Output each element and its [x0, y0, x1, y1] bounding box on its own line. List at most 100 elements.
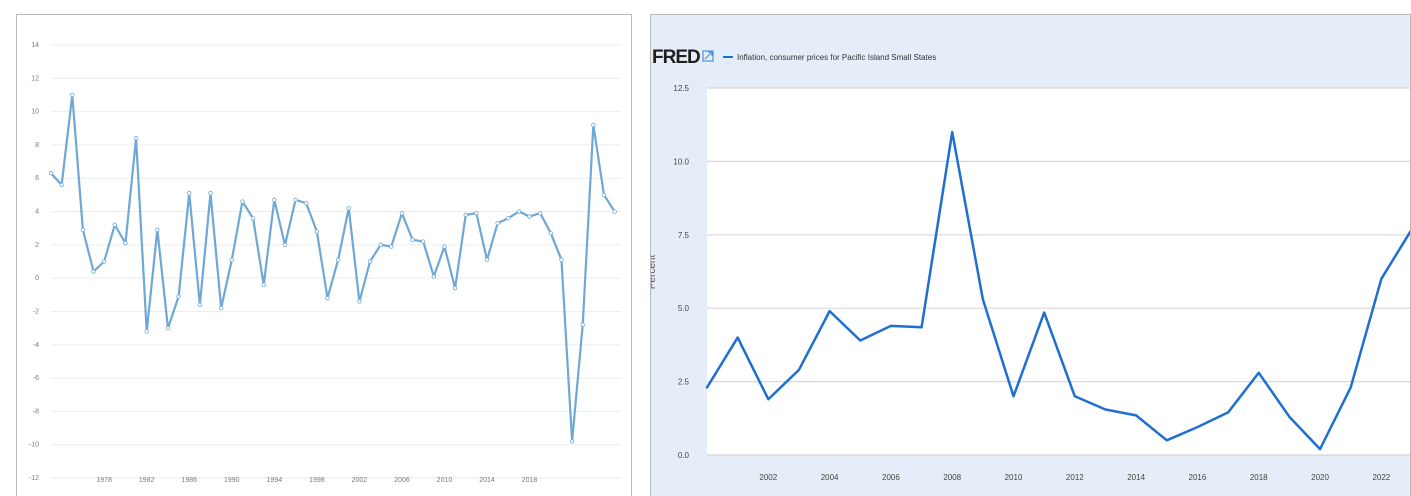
- data-point: [48, 171, 54, 176]
- series-line: [705, 130, 1410, 451]
- y-tick-label: -2: [33, 308, 39, 315]
- data-point: [452, 285, 458, 291]
- x-tick-label: 2018: [1250, 473, 1268, 482]
- data-point: [59, 182, 64, 188]
- x-tick-label: 2004: [821, 473, 839, 482]
- series-line: [49, 93, 616, 443]
- y-tick-label: -8: [33, 408, 39, 415]
- x-tick-label: 2010: [437, 477, 453, 484]
- y-tick-label: -4: [33, 342, 39, 349]
- y-tick-label: 2: [35, 242, 39, 249]
- x-tick-label: 1998: [309, 477, 325, 484]
- legend-label: Inflation, consumer prices for Pacific I…: [737, 53, 936, 62]
- x-tick-label: 1986: [181, 477, 197, 484]
- data-point: [484, 257, 490, 263]
- y-tick-label: -12: [29, 475, 39, 482]
- data-point: [357, 299, 362, 304]
- data-point: [229, 257, 234, 263]
- data-point: [240, 199, 245, 204]
- data-point: [176, 294, 181, 299]
- y-tick-label: 5.0: [678, 304, 690, 313]
- x-tick-label: 1994: [267, 477, 283, 484]
- data-point: [559, 257, 564, 263]
- data-point: [187, 191, 192, 196]
- data-point: [591, 122, 596, 128]
- data-point: [80, 227, 86, 233]
- y-axis-label: Percent: [651, 255, 658, 290]
- data-point: [123, 240, 128, 246]
- chart-link-icon-arrow: [704, 51, 713, 60]
- y-tick-label: 7.5: [678, 231, 690, 240]
- data-point: [495, 220, 500, 226]
- data-point: [197, 302, 203, 307]
- x-tick-label: 2016: [1189, 473, 1207, 482]
- data-point: [463, 212, 468, 218]
- data-point: [70, 92, 75, 98]
- y-tick-label: 6: [35, 175, 39, 182]
- data-point: [421, 239, 426, 244]
- data-point: [580, 322, 585, 327]
- data-point: [527, 214, 532, 219]
- data-point: [112, 222, 118, 228]
- data-point: [293, 197, 298, 203]
- data-point: [261, 282, 266, 288]
- x-tick-label: 2008: [943, 473, 961, 482]
- data-point: [155, 227, 160, 233]
- data-point: [506, 215, 511, 221]
- data-point: [218, 305, 224, 311]
- y-tick-label: 2.5: [678, 378, 690, 387]
- x-tick-label: 1990: [224, 477, 240, 484]
- y-tick-label: -6: [33, 375, 39, 382]
- data-point: [144, 329, 149, 334]
- data-point: [569, 439, 575, 444]
- data-point: [314, 229, 320, 234]
- plot-area: [707, 88, 1410, 455]
- chart-link-icon: [702, 50, 714, 62]
- right-line-chart: 0.0 2.5 5.0 7.5 10.0 12.5 2002 2004 2006 2008 2010…: [651, 47, 1410, 482]
- right-chart-panel: 0.0 2.5 5.0 7.5 10.0 12.5 2002 2004 2006 2008 2010…: [650, 14, 1411, 496]
- data-point: [325, 295, 330, 301]
- data-point: [91, 269, 96, 274]
- y-tick-label: 14: [31, 42, 39, 49]
- data-point: [548, 230, 554, 236]
- x-tick-label: 2018: [522, 477, 538, 484]
- x-tick-label: 1982: [139, 477, 155, 484]
- y-tick-label: 10: [31, 109, 39, 116]
- x-tick-label: 2010: [1005, 473, 1023, 482]
- x-tick-label: 2014: [479, 477, 495, 484]
- data-point: [537, 211, 543, 216]
- x-tick-label: 2002: [352, 477, 368, 484]
- data-point: [442, 244, 447, 249]
- x-tick-label: 2006: [882, 473, 900, 482]
- x-tick-label: 2022: [1372, 473, 1390, 482]
- data-point: [389, 244, 394, 249]
- left-chart-panel: 14 12 10 8 6 4 2 0 -2 -4 -6 -8 -10 -12 1978 1982 1986 199…: [16, 14, 632, 496]
- x-tick-label: 2002: [759, 473, 777, 482]
- y-tick-label: 0: [35, 275, 39, 282]
- data-point: [282, 242, 288, 248]
- left-line-chart: 14 12 10 8 6 4 2 0 -2 -4 -6 -8 -10 -12 1978 1982 1986 199…: [29, 42, 621, 484]
- data-point: [516, 209, 522, 214]
- data-point: [431, 274, 437, 279]
- y-tick-label: 4: [35, 209, 39, 216]
- x-tick-label: 2006: [394, 477, 410, 484]
- y-tick-label: -10: [29, 442, 39, 449]
- fred-logo: FRED: [652, 47, 700, 68]
- data-point: [378, 242, 383, 248]
- y-tick-label: 8: [35, 142, 39, 149]
- data-point: [367, 259, 373, 264]
- data-point: [474, 211, 479, 216]
- x-tick-label: 2012: [1066, 473, 1084, 482]
- y-tick-label: 12: [31, 75, 39, 82]
- data-point: [250, 215, 256, 221]
- x-tick-label: 2014: [1127, 473, 1145, 482]
- data-point: [165, 325, 171, 331]
- data-point: [410, 237, 415, 243]
- data-point: [208, 191, 213, 196]
- x-tick-label: 2020: [1311, 473, 1329, 482]
- y-tick-label: 12.5: [673, 84, 689, 93]
- data-point: [399, 211, 405, 216]
- data-point: [601, 192, 607, 198]
- y-tick-label: 10.0: [673, 157, 689, 166]
- data-point: [346, 206, 351, 211]
